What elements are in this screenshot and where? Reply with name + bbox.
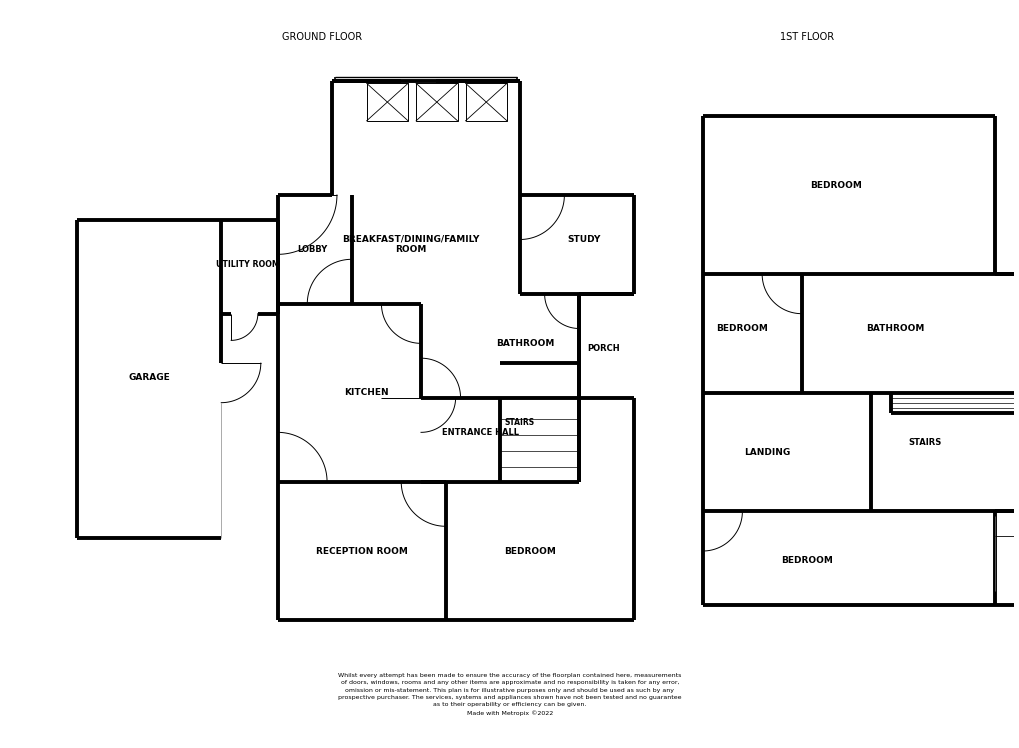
Text: LOBBY: LOBBY bbox=[297, 245, 327, 254]
Bar bbox=[416, 83, 458, 121]
Text: PORCH: PORCH bbox=[587, 344, 620, 353]
Text: UTILITY ROOM: UTILITY ROOM bbox=[216, 260, 279, 269]
Text: KITCHEN: KITCHEN bbox=[344, 388, 388, 397]
Text: BATHROOM: BATHROOM bbox=[865, 324, 924, 333]
Text: BEDROOM: BEDROOM bbox=[780, 557, 832, 565]
Text: LANDING: LANDING bbox=[743, 447, 790, 456]
Text: GROUND FLOOR: GROUND FLOOR bbox=[282, 32, 362, 42]
Text: 1ST FLOOR: 1ST FLOOR bbox=[779, 32, 833, 42]
Text: STAIRS: STAIRS bbox=[504, 418, 534, 427]
Text: ENTRANCE HALL: ENTRANCE HALL bbox=[441, 428, 519, 437]
Text: STUDY: STUDY bbox=[567, 235, 600, 244]
Text: BATHROOM: BATHROOM bbox=[495, 339, 553, 348]
Text: BEDROOM: BEDROOM bbox=[503, 547, 555, 556]
Text: BREAKFAST/DINING/FAMILY
ROOM: BREAKFAST/DINING/FAMILY ROOM bbox=[342, 235, 479, 254]
Text: GARAGE: GARAGE bbox=[128, 373, 170, 382]
Text: STAIRS: STAIRS bbox=[908, 438, 941, 447]
Text: Whilst every attempt has been made to ensure the accuracy of the floorplan conta: Whilst every attempt has been made to en… bbox=[338, 673, 681, 716]
Bar bbox=[366, 83, 408, 121]
Text: RECEPTION ROOM: RECEPTION ROOM bbox=[316, 547, 408, 556]
Bar bbox=[465, 83, 506, 121]
Text: BEDROOM: BEDROOM bbox=[715, 324, 767, 333]
Text: BEDROOM: BEDROOM bbox=[809, 180, 861, 190]
